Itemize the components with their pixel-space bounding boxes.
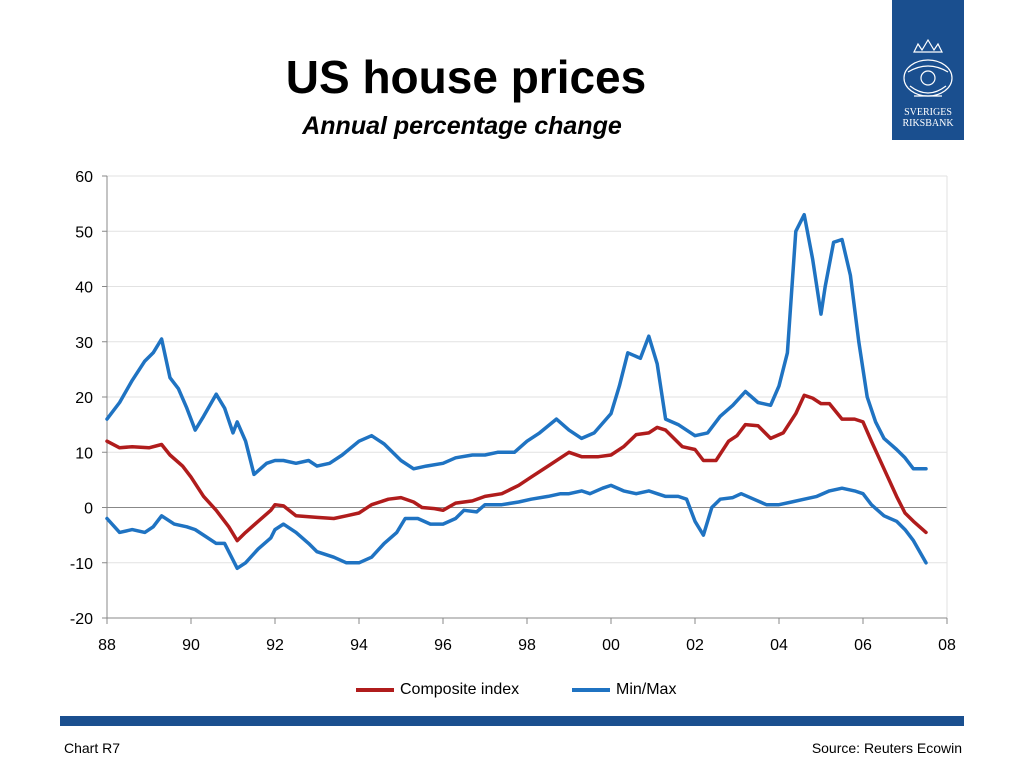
y-tick-label: 40 — [75, 280, 93, 297]
logo-line-1: SVERIGES — [904, 107, 952, 118]
legend-label-minmax: Min/Max — [616, 681, 677, 698]
x-tick-label: 90 — [182, 637, 200, 654]
x-tick-label: 02 — [686, 637, 704, 654]
y-tick-label: 20 — [75, 390, 93, 407]
page-subtitle: Annual percentage change — [302, 112, 622, 140]
x-tick-label: 08 — [938, 637, 956, 654]
crown-emblem-icon — [903, 38, 953, 97]
composite-index-line — [105, 393, 928, 543]
composite-swatch — [356, 687, 394, 692]
minmax-swatch — [572, 687, 610, 692]
y-tick-label: 50 — [75, 224, 93, 241]
x-tick-label: 92 — [266, 637, 284, 654]
x-tick-label: 88 — [98, 637, 116, 654]
legend-label-composite: Composite index — [400, 681, 520, 698]
x-tick-label: 00 — [602, 637, 620, 654]
chart-number: Chart R7 — [64, 740, 121, 756]
x-tick-label: 04 — [770, 637, 788, 654]
x-tick-label: 06 — [854, 637, 872, 654]
y-tick-label: -10 — [70, 556, 93, 573]
y-tick-label: 60 — [75, 169, 93, 186]
x-tick-label: 98 — [518, 637, 536, 654]
y-tick-label: 10 — [75, 445, 93, 462]
legend-item-composite: Composite index — [356, 681, 519, 699]
line-chart: 60 50 40 30 20 10 0 -10 -20 88 90 92 94 96 98 00 02 04 06 0… — [70, 169, 956, 654]
minmax-lower-line — [105, 483, 928, 571]
source-note: Source: Reuters Ecowin — [811, 740, 962, 756]
footer-bar — [60, 716, 964, 726]
minmax-upper-line — [105, 212, 928, 477]
y-tick-label: 0 — [84, 501, 93, 518]
legend-item-minmax: Min/Max — [572, 681, 676, 699]
page-title: US house prices — [285, 51, 647, 103]
logo-line-2: RIKSBANK — [902, 118, 954, 129]
x-tick-label: 96 — [434, 637, 452, 654]
y-tick-label: 30 — [75, 335, 93, 352]
riksbank-logo: SVERIGES RIKSBANK — [892, 0, 964, 140]
y-tick-label: -20 — [70, 611, 93, 628]
x-tick-label: 94 — [350, 637, 368, 654]
